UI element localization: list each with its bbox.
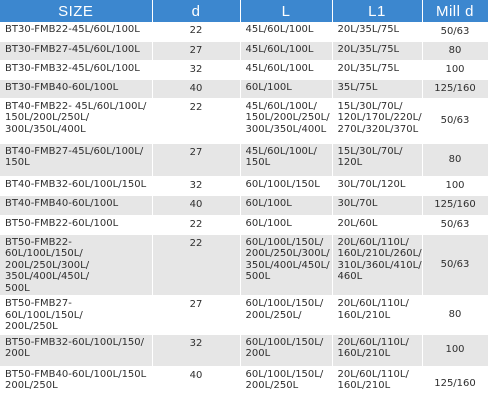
size-cell: BT30-FMB22-45L/60L/100L <box>0 22 153 42</box>
table-row: BT30-FMB32-45L/60L/100L 32 45L/60L/100L 20L… <box>0 60 488 80</box>
table-body: BT30-FMB22-45L/60L/100L 22 45L/60L/100L 20L… <box>0 22 488 403</box>
l-cell: 45L/60L/100L <box>240 60 333 80</box>
l-cell: 60L/100L/150L/200L <box>240 334 333 367</box>
table-row: BT40-FMB22- 45L/60L/100L/150L/200L/250L/… <box>0 98 488 144</box>
mill-d-cell: 125/160 <box>422 79 488 99</box>
mill-d-cell: 50/63 <box>422 22 488 42</box>
table-row: BT30-FMB40-60L/100L 40 60L/100L 35L/75L 125/… <box>0 79 488 99</box>
mill-d-cell: 50/63 <box>422 98 488 144</box>
size-cell: BT30-FMB27-45L/60L/100L <box>0 41 153 61</box>
size-cell: BT50-FMB40-60L/100L/150L 200L/250L <box>0 366 153 403</box>
l1-cell: 15L/30L/70L/120L/170L/220L/270L/320L/370… <box>332 98 423 144</box>
l-cell: 45L/60L/100L <box>240 41 333 61</box>
l1-cell: 20L/60L/110L/160L/210L/260L/310L/360L/41… <box>332 234 423 296</box>
l-cell: 60L/100L/150L/200L/250L <box>240 366 333 403</box>
d-cell: 22 <box>152 234 241 296</box>
l-cell: 45L/60L/100L <box>240 22 333 42</box>
l1-cell: 20L/35L/75L <box>332 60 423 80</box>
table-row: BT40-FMB32-60L/100L/150L 32 60L/100L/150L 3… <box>0 176 488 196</box>
mill-d-cell: 80 <box>422 143 488 177</box>
l1-cell: 35L/75L <box>332 79 423 99</box>
d-cell: 27 <box>152 295 241 335</box>
mill-d-cell: 50/63 <box>422 234 488 296</box>
d-cell: 40 <box>152 366 241 403</box>
l1-cell: 20L/60L <box>332 215 423 235</box>
mill-d-cell: 100 <box>422 334 488 367</box>
d-cell: 22 <box>152 98 241 144</box>
mill-d-cell: 125/160 <box>422 195 488 216</box>
table-header-row: SIZE d L L1 Mill d <box>0 0 488 22</box>
l-cell: 60L/100L <box>240 215 333 235</box>
size-cell: BT30-FMB32-45L/60L/100L <box>0 60 153 80</box>
size-cell: BT50-FMB27- 60L/100L/150L/200L/250L <box>0 295 153 335</box>
header-l: L <box>240 0 333 22</box>
l1-cell: 20L/35L/75L <box>332 41 423 61</box>
mill-d-cell: 100 <box>422 60 488 80</box>
table-row: BT50-FMB32-60L/100L/150/200L 32 60L/100L/1… <box>0 334 488 367</box>
d-cell: 22 <box>152 22 241 42</box>
size-cell: BT50-FMB22-60L/100L <box>0 215 153 235</box>
size-cell: BT40-FMB32-60L/100L/150L <box>0 176 153 196</box>
l-cell: 60L/100L <box>240 195 333 216</box>
l1-cell: 20L/35L/75L <box>332 22 423 42</box>
d-cell: 27 <box>152 143 241 177</box>
mill-d-cell: 100 <box>422 176 488 196</box>
table-row: BT40-FMB27-45L/60L/100L/150L 27 45L/60L/10… <box>0 143 488 177</box>
d-cell: 40 <box>152 195 241 216</box>
d-cell: 22 <box>152 215 241 235</box>
size-cell: BT40-FMB40-60L/100L <box>0 195 153 216</box>
l-cell: 60L/100L/150L/200L/250L/ <box>240 295 333 335</box>
l1-cell: 20L/60L/110L/160L/210L <box>332 334 423 367</box>
header-size: SIZE <box>0 0 153 22</box>
d-cell: 32 <box>152 60 241 80</box>
header-l1: L1 <box>332 0 423 22</box>
l-cell: 60L/100L/150L <box>240 176 333 196</box>
table-row: BT40-FMB40-60L/100L 40 60L/100L 30L/70L 125/… <box>0 195 488 216</box>
table-row: BT30-FMB22-45L/60L/100L 22 45L/60L/100L 20L… <box>0 22 488 42</box>
table-row: BT50-FMB40-60L/100L/150L 200L/250L 40 60L/1… <box>0 366 488 403</box>
mill-d-cell: 125/160 <box>422 366 488 403</box>
l1-cell: 20L/60L/110L/160L/210L <box>332 366 423 403</box>
size-cell: BT40-FMB22- 45L/60L/100L/150L/200L/250L/… <box>0 98 153 144</box>
l1-cell: 30L/70L/120L <box>332 176 423 196</box>
l-cell: 60L/100L <box>240 79 333 99</box>
mill-d-cell: 80 <box>422 295 488 335</box>
l-cell: 60L/100L/150L/200L/250L/300L/350L/400L/4… <box>240 234 333 296</box>
mill-d-cell: 80 <box>422 41 488 61</box>
l-cell: 45L/60L/100L/150L/200L/250L/300L/350L/40… <box>240 98 333 144</box>
d-cell: 32 <box>152 334 241 367</box>
l1-cell: 20L/60L/110L/160L/210L <box>332 295 423 335</box>
size-cell: BT50-FMB22-60L/100L/150L/200L/250L/300L/… <box>0 234 153 296</box>
size-cell: BT50-FMB32-60L/100L/150/200L <box>0 334 153 367</box>
header-mill-d: Mill d <box>422 0 488 22</box>
table-row: BT50-FMB22-60L/100L 22 60L/100L 20L/60L 50/6… <box>0 215 488 235</box>
header-d: d <box>152 0 241 22</box>
d-cell: 27 <box>152 41 241 61</box>
table-row: BT50-FMB22-60L/100L/150L/200L/250L/300L/… <box>0 234 488 296</box>
l1-cell: 30L/70L <box>332 195 423 216</box>
l1-cell: 15L/30L/70L/120L <box>332 143 423 177</box>
table-row: BT30-FMB27-45L/60L/100L 27 45L/60L/100L 20L… <box>0 41 488 61</box>
mill-d-cell: 50/63 <box>422 215 488 235</box>
table-row: BT50-FMB27- 60L/100L/150L/200L/250L 27 60L… <box>0 295 488 335</box>
d-cell: 40 <box>152 79 241 99</box>
l-cell: 45L/60L/100L/150L <box>240 143 333 177</box>
size-cell: BT40-FMB27-45L/60L/100L/150L <box>0 143 153 177</box>
size-cell: BT30-FMB40-60L/100L <box>0 79 153 99</box>
d-cell: 32 <box>152 176 241 196</box>
